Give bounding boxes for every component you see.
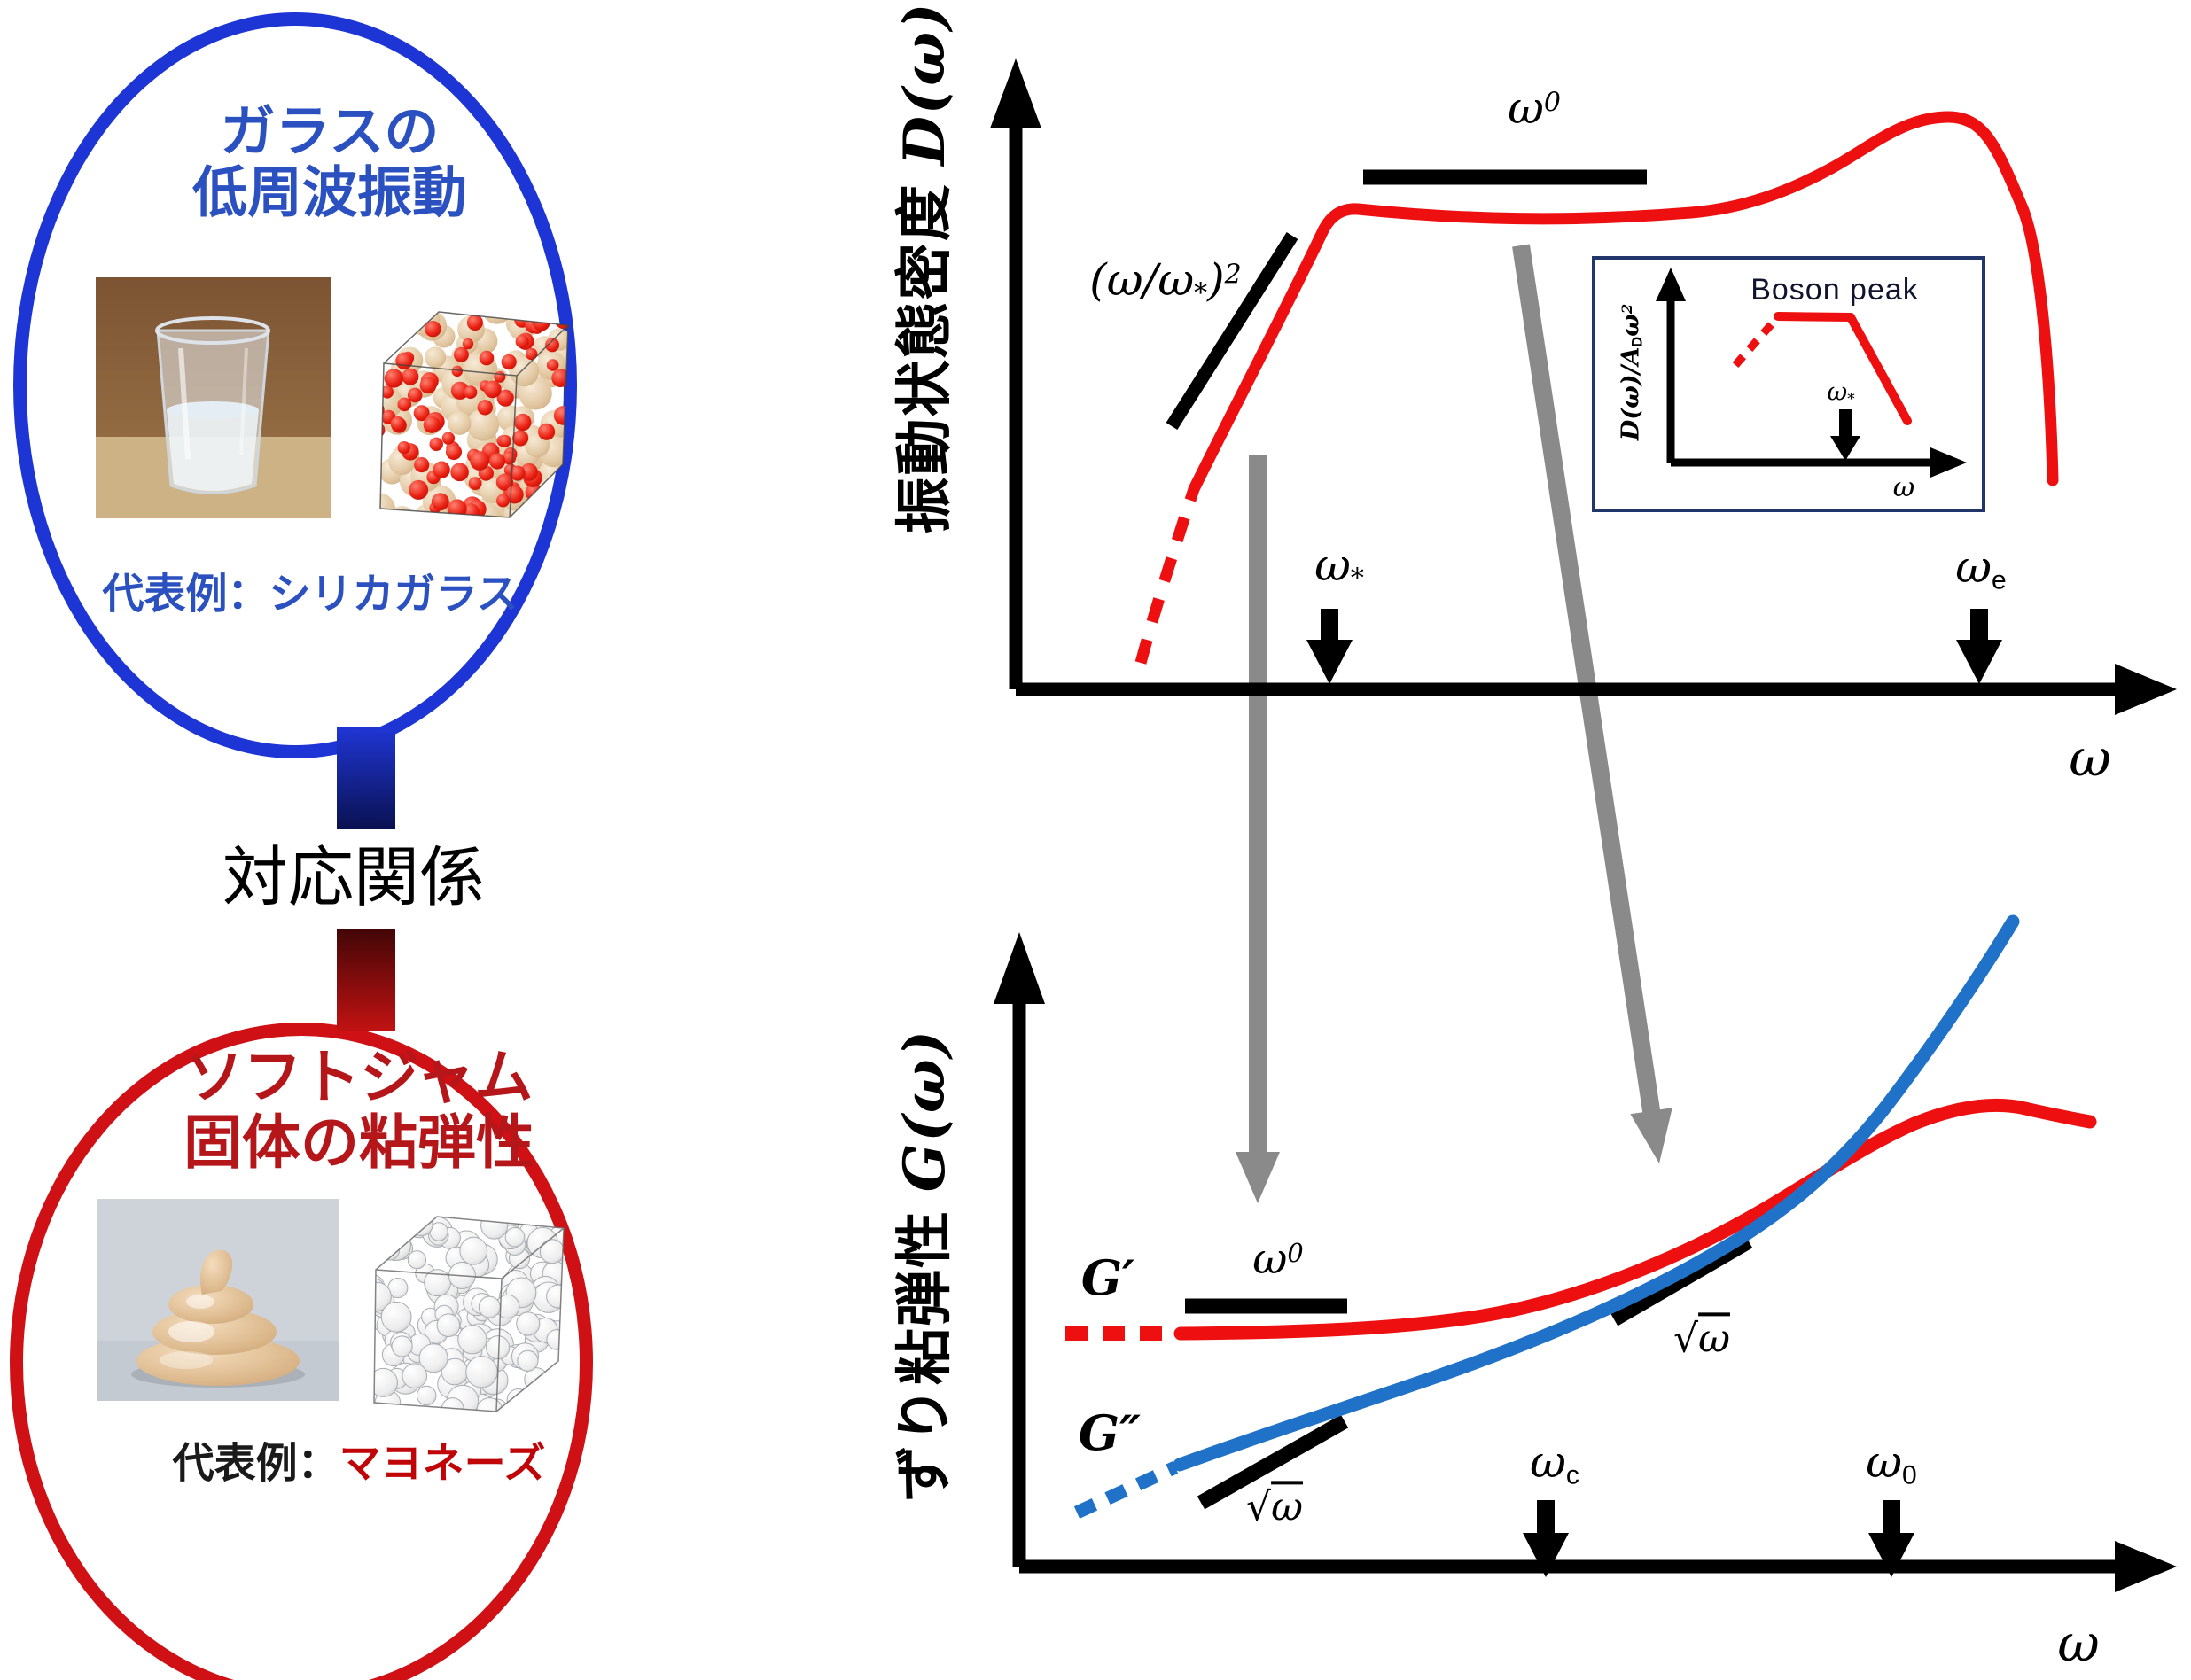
- dos-x-axis-label: ω: [2069, 727, 2111, 789]
- dos-omega-e-arrow: [1956, 609, 2002, 684]
- dos-omega-star-label: ω*: [1314, 539, 1364, 595]
- dos-curve: [1188, 111, 2059, 495]
- g-sqrt-bar-low: [1197, 1414, 1349, 1510]
- jammed-spheres-cube-image: [362, 1186, 567, 1420]
- mayonnaise-photo: [97, 1199, 339, 1401]
- g-prime-label: G′: [1080, 1248, 1135, 1306]
- glass-caption: 代表例：シリカガラス: [102, 570, 519, 618]
- dos-axes: [990, 58, 2177, 715]
- correspondence-label: 対応関係: [222, 840, 485, 914]
- silica-cube-image: [368, 276, 570, 529]
- dos-omega-star-arrow: [1306, 609, 1353, 684]
- jam-caption: 代表例：マヨネーズ: [172, 1439, 546, 1487]
- g-doubleprime-label: G″: [1078, 1404, 1142, 1461]
- boson-inset-x-axis-label: ω: [1892, 472, 1915, 504]
- g-x-axis-label: ω: [2057, 1613, 2100, 1674]
- g-plateau-label: ω0: [1252, 1234, 1304, 1285]
- g-doubleprime-dashed: [1073, 1461, 1179, 1519]
- g-sqrt-label-low: √ω: [1246, 1484, 1303, 1530]
- connector-bar-red: [337, 929, 395, 1031]
- g-sqrt-label-high: √ω: [1673, 1316, 1730, 1362]
- gray-mapping-arrow-left: [1236, 455, 1280, 1203]
- g-y-axis-label: ずり粘弾性 G(ω): [892, 1029, 959, 1502]
- g-omega-zero-label: ω0: [1866, 1435, 1917, 1490]
- boson-inset-box: [1592, 256, 1985, 512]
- g-omega-c-label: ωc: [1530, 1435, 1579, 1490]
- dos-omega-e-label: ωe: [1955, 541, 2007, 595]
- dos-omega2-slope-label: (ω/ω*)2: [1089, 253, 1242, 309]
- boson-inset-omega-star-arrow: [1830, 409, 1860, 461]
- g-prime-curve: [1173, 1098, 2097, 1341]
- g-omega-c-arrow: [1523, 1500, 1569, 1577]
- g-doubleprime-curve: [1173, 914, 2020, 1472]
- boson-inset-curve-dashed: [1732, 317, 1779, 368]
- dos-y-axis-label: 振動状態密度 D(ω): [892, 1, 959, 534]
- dos-omega2-slope-bar: [1166, 231, 1298, 431]
- boson-peak-label: Boson peak: [1750, 272, 1919, 307]
- boson-inset-omega-star-label: ω*: [1827, 377, 1855, 408]
- g-omega-zero-arrow: [1868, 1500, 1914, 1577]
- gray-mapping-arrow-right: [1512, 244, 1672, 1163]
- jam-title: ソフトジャム 固体の粘弾性: [183, 1044, 534, 1175]
- boson-inset-curve: [1774, 312, 1912, 425]
- dos-plateau-label: ω0: [1508, 82, 1561, 134]
- glass-photo: [96, 277, 331, 518]
- g-axes: [994, 932, 2177, 1592]
- dos-curve-dashed: [1134, 486, 1200, 665]
- boson-inset-axes: [1656, 268, 1967, 478]
- connector-bar-blue: [337, 727, 395, 829]
- boson-inset-y-axis-label: D(ω)/ADω2: [1617, 303, 1646, 441]
- glass-title: ガラスの 低周波振動: [191, 101, 468, 224]
- g-sqrt-bar-high: [1610, 1234, 1753, 1326]
